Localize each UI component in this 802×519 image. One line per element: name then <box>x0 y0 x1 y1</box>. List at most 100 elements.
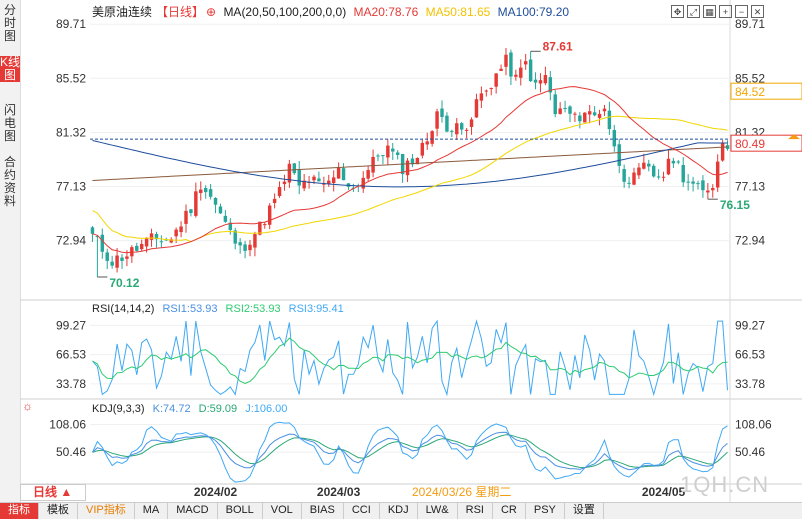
candle-body <box>248 244 252 251</box>
bottom-tab-12[interactable]: CR <box>493 503 526 519</box>
candle-body <box>474 99 479 118</box>
candle-body <box>602 108 607 112</box>
bottom-tab-7[interactable]: BIAS <box>302 503 344 519</box>
close-icon[interactable]: ✕ <box>751 5 764 18</box>
candle-body <box>336 167 341 179</box>
candle-body <box>509 52 513 77</box>
candle-body <box>395 152 400 156</box>
bottom-tab-13[interactable]: PSY <box>526 503 565 519</box>
watermark-logo: 1QH.CN <box>680 472 770 497</box>
bottom-tab-6[interactable]: VOL <box>263 503 302 519</box>
candle-body <box>371 156 375 173</box>
candle-body <box>139 243 144 250</box>
candle-body <box>587 111 592 115</box>
candle-body <box>179 226 183 233</box>
zoom-fit-icon[interactable]: ✥ <box>671 5 684 18</box>
candle-body <box>494 73 498 87</box>
candle-body <box>184 210 188 224</box>
candle-body <box>144 237 149 247</box>
candle-body <box>410 158 415 165</box>
tab-timeshare[interactable]: 分时图 <box>3 3 16 43</box>
ma50-line <box>92 115 728 243</box>
period-selector-label: 日线 <box>33 485 58 499</box>
candle-body <box>302 180 306 189</box>
candle-body <box>553 94 557 115</box>
candle-body <box>253 234 257 248</box>
kdj-name: KDJ(9,3,3) <box>92 403 145 415</box>
y-tick-label-right: 99.27 <box>735 318 765 332</box>
candle-body <box>341 168 346 181</box>
candle-body <box>686 181 690 183</box>
candle-body <box>489 88 493 90</box>
tab-flash[interactable]: 闪电图 <box>3 103 16 143</box>
moving-averages <box>92 86 728 254</box>
kdj-d-value: D:59.09 <box>198 403 238 415</box>
crosshair-icon[interactable]: ⊕ <box>206 5 217 19</box>
candle-body <box>622 169 626 182</box>
zoom-out-icon[interactable]: − <box>735 5 748 18</box>
last-price-marker <box>788 134 800 140</box>
kdj-legend: KDJ(9,3,3) K:74.72 D:59.09 J:106.00 <box>92 403 292 415</box>
candle-body <box>282 181 287 185</box>
y-tick-label-left: 108.06 <box>49 418 86 432</box>
grid-icon[interactable]: ▦ <box>703 5 716 18</box>
candle-body <box>391 148 395 152</box>
candle-body <box>642 162 646 169</box>
candle-body <box>696 183 700 185</box>
zoom-in-icon[interactable]: + <box>719 5 732 18</box>
bottom-tab-0[interactable]: 指标 <box>0 503 39 519</box>
candle-body <box>292 163 297 174</box>
candle-body <box>105 252 109 261</box>
bottom-tab-8[interactable]: CCI <box>344 503 380 519</box>
tab-kline[interactable]: K线图 <box>0 55 21 82</box>
candle-body <box>459 123 464 130</box>
bottom-tab-2[interactable]: VIP指标 <box>78 503 135 519</box>
y-tick-label-right: 33.78 <box>735 377 765 391</box>
bottom-tab-5[interactable]: BOLL <box>218 503 263 519</box>
candle-body <box>297 169 301 186</box>
y-tick-label-left: 72.94 <box>56 234 86 248</box>
side-tab-bar: 分时图 K线图 闪电图 合约资料 <box>0 0 21 518</box>
y-tick-label-left: 50.46 <box>56 445 86 459</box>
candle-body <box>538 80 543 84</box>
candle-body <box>455 123 459 135</box>
candle-body <box>514 74 518 77</box>
rsi3-line <box>92 319 728 397</box>
candle-body <box>376 155 380 157</box>
ma-params: MA(20,50,100,200,0,0) <box>223 5 347 19</box>
candle-body <box>110 261 114 266</box>
annotation-label: 76.15 <box>720 198 750 212</box>
bottom-tab-3[interactable]: MA <box>135 503 169 519</box>
settings-sun-icon[interactable]: ☼ <box>22 399 33 413</box>
bottom-tab-14[interactable]: 设置 <box>565 503 604 519</box>
candle-body <box>194 191 198 216</box>
candle-body <box>203 188 208 193</box>
bottom-tab-1[interactable]: 模板 <box>39 503 78 519</box>
annotation-label: 70.12 <box>109 276 139 290</box>
bottom-tab-10[interactable]: LW& <box>418 503 458 519</box>
candle-body <box>711 188 715 191</box>
period-label: 【日线】 <box>156 5 205 19</box>
x-tick-label: 2024/05 <box>642 485 686 499</box>
kdj-j-line <box>92 421 728 483</box>
candles <box>90 47 730 277</box>
bottom-tab-4[interactable]: MACD <box>168 503 218 519</box>
expand-icon[interactable]: ⤢ <box>687 5 700 18</box>
rsi3-value: RSI3:95.41 <box>288 303 344 315</box>
candle-body <box>563 107 567 109</box>
bottom-tab-9[interactable]: KDJ <box>380 503 418 519</box>
candle-body <box>223 215 228 222</box>
main-legend: 美原油连续 【日线】 ⊕ MA(20,50,100,200,0,0) MA20:78… <box>92 3 573 20</box>
candle-body <box>159 241 164 243</box>
candle-body <box>523 61 528 65</box>
candle-body <box>440 108 444 117</box>
kdj-k-line <box>92 431 728 471</box>
candle-body <box>617 144 621 166</box>
candle-body <box>386 145 390 158</box>
candle-body <box>435 111 439 129</box>
bottom-tab-11[interactable]: RSI <box>458 503 493 519</box>
candle-body <box>430 131 434 144</box>
period-selector[interactable]: 日线 ▲ <box>20 484 86 501</box>
tab-contract-info[interactable]: 合约资料 <box>3 155 16 208</box>
